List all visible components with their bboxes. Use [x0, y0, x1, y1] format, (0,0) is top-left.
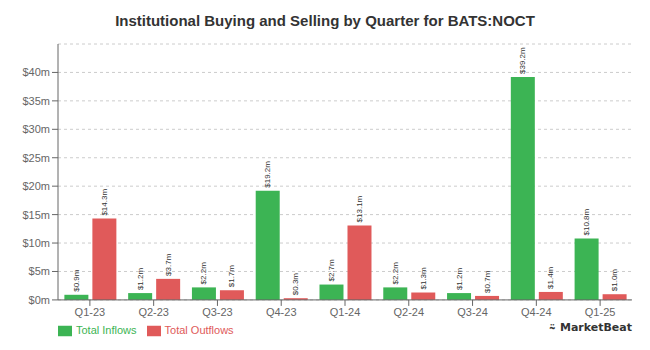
- svg-text:$10m: $10m: [22, 237, 50, 249]
- svg-text:$1.4m: $1.4m: [546, 266, 555, 289]
- svg-text:Q1-24: Q1-24: [330, 306, 361, 318]
- svg-text:$14.3m: $14.3m: [100, 189, 109, 216]
- html-text:Institutional Buying and Selli: Institutional Buying and Selling by Quar…: [115, 12, 535, 29]
- svg-text:Q2-24: Q2-24: [393, 306, 424, 318]
- svg-text:Q1-23: Q1-23: [75, 306, 106, 318]
- svg-text:$1.2m: $1.2m: [455, 268, 464, 291]
- svg-text:$10.8m: $10.8m: [582, 208, 591, 235]
- svg-text:$2.2m: $2.2m: [391, 262, 400, 285]
- svg-text:$0.7m: $0.7m: [483, 270, 492, 293]
- svg-text:$1.0m: $1.0m: [610, 269, 619, 292]
- svg-text:$39.2m: $39.2m: [518, 47, 527, 74]
- svg-text:Q4-24: Q4-24: [521, 306, 552, 318]
- svg-text:$5m: $5m: [29, 265, 50, 277]
- svg-text:$20m: $20m: [22, 180, 50, 192]
- svg-text:$1.3m: $1.3m: [419, 267, 428, 290]
- svg-text:Q4-23: Q4-23: [266, 306, 297, 318]
- svg-text:Q3-24: Q3-24: [457, 306, 488, 318]
- svg-text:$1.7m: $1.7m: [227, 265, 236, 288]
- svg-text:Q2-23: Q2-23: [138, 306, 169, 318]
- svg-text:$0m: $0m: [29, 294, 50, 306]
- svg-text:Q1-25: Q1-25: [585, 306, 616, 318]
- svg-text:$0.9m: $0.9m: [72, 269, 81, 292]
- svg-text:Q3-23: Q3-23: [202, 306, 233, 318]
- html-text:⍨ MarketBeat: ⍨ MarketBeat: [549, 321, 632, 334]
- svg-text:$40m: $40m: [22, 66, 50, 78]
- svg-text:$2.7m: $2.7m: [327, 259, 336, 282]
- html-text:Total Inflows: Total Inflows: [76, 323, 137, 336]
- svg-text:$30m: $30m: [22, 123, 50, 135]
- svg-text:$19.2m: $19.2m: [263, 161, 272, 188]
- svg-text:$25m: $25m: [22, 152, 50, 164]
- html-text:Total Outflows: Total Outflows: [164, 323, 234, 336]
- svg-text:$13.1m: $13.1m: [355, 195, 364, 222]
- svg-text:$15m: $15m: [22, 209, 50, 221]
- svg-text:$0.3m: $0.3m: [291, 273, 300, 296]
- svg-text:$3.7m: $3.7m: [164, 253, 173, 276]
- svg-text:$1.2m: $1.2m: [136, 268, 145, 291]
- svg-text:$2.2m: $2.2m: [199, 262, 208, 285]
- svg-text:$35m: $35m: [22, 95, 50, 107]
